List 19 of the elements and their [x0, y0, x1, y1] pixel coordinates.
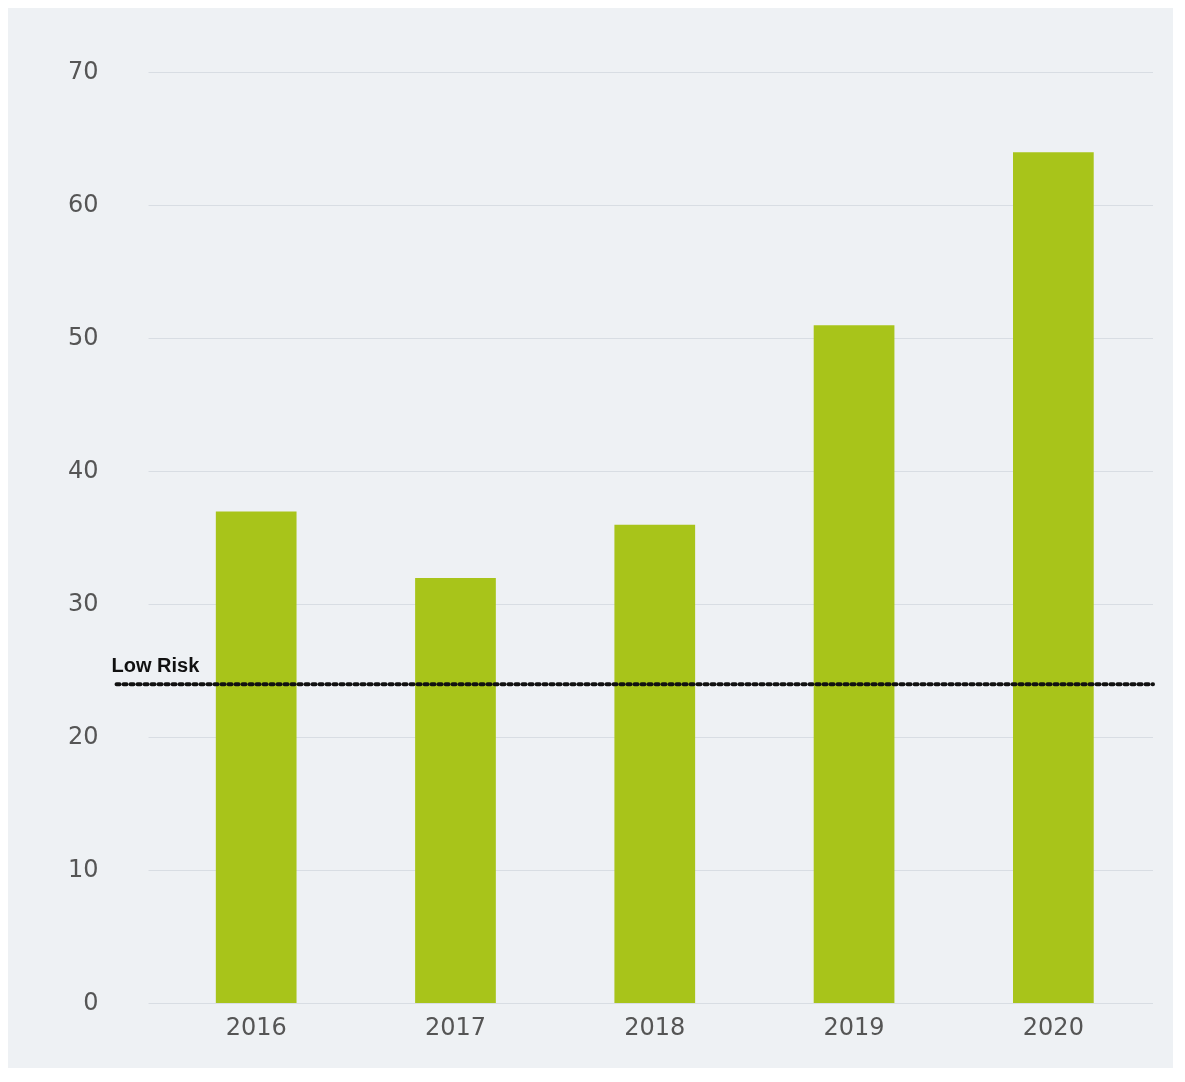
y-tick-label: 60	[67, 189, 99, 218]
bar	[1013, 152, 1094, 1004]
x-tick-label: 2018	[624, 1013, 686, 1042]
y-tick-label: 10	[67, 854, 99, 883]
bar	[415, 577, 496, 1004]
y-tick-label: 50	[67, 322, 99, 351]
ref-line-label: Low Risk	[111, 653, 201, 676]
bar	[813, 325, 895, 1004]
y-tick-label: 0	[83, 987, 99, 1016]
y-tick-label: 70	[67, 56, 99, 85]
y-tick-label: 30	[67, 588, 99, 617]
y-tick-label: 20	[67, 721, 99, 750]
x-tick-label: 2019	[823, 1013, 885, 1042]
x-tick-label: 2016	[225, 1013, 287, 1042]
x-tick-label: 2017	[424, 1013, 487, 1042]
bar	[614, 524, 696, 1004]
y-tick-label: 40	[67, 455, 99, 484]
x-tick-label: 2020	[1022, 1013, 1084, 1042]
bar	[215, 511, 297, 1004]
